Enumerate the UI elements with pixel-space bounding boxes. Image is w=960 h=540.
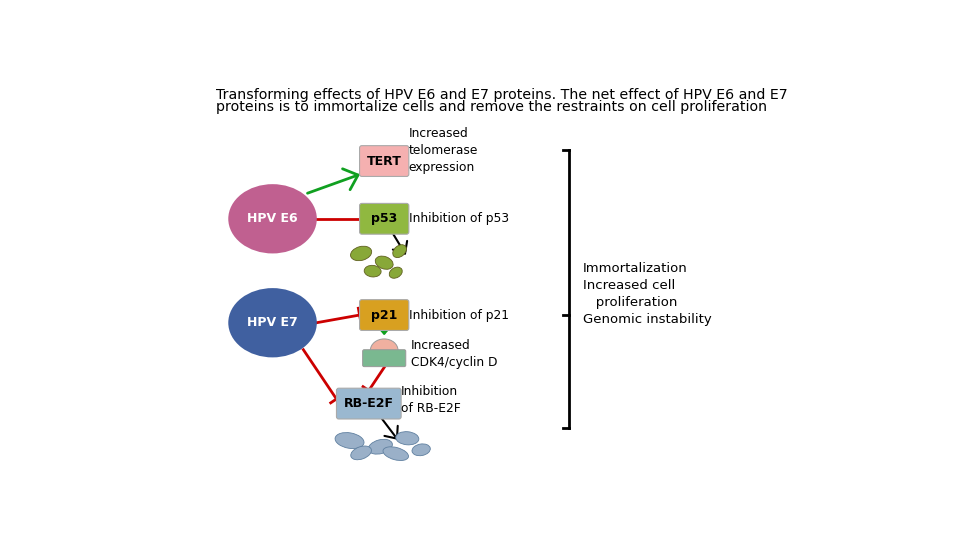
Ellipse shape bbox=[375, 256, 394, 269]
Text: Increased cell: Increased cell bbox=[583, 279, 675, 292]
Ellipse shape bbox=[396, 431, 419, 445]
Text: HPV E6: HPV E6 bbox=[248, 212, 298, 225]
FancyBboxPatch shape bbox=[336, 388, 401, 419]
Text: Inhibition
of RB-E2F: Inhibition of RB-E2F bbox=[401, 384, 461, 415]
Text: Transforming effects of HPV E6 and E7 proteins. The net effect of HPV E6 and E7: Transforming effects of HPV E6 and E7 pr… bbox=[216, 88, 788, 102]
Text: Increased
telomerase
expression: Increased telomerase expression bbox=[409, 127, 478, 174]
Text: Inhibition of p21: Inhibition of p21 bbox=[409, 308, 509, 321]
Ellipse shape bbox=[364, 265, 381, 277]
Text: RB-E2F: RB-E2F bbox=[344, 397, 394, 410]
Text: HPV E7: HPV E7 bbox=[247, 316, 298, 329]
Ellipse shape bbox=[350, 246, 372, 261]
Text: Increased
CDK4/cyclin D: Increased CDK4/cyclin D bbox=[411, 339, 497, 368]
Text: proteins is to immortalize cells and remove the restraints on cell proliferation: proteins is to immortalize cells and rem… bbox=[216, 100, 767, 114]
FancyBboxPatch shape bbox=[360, 204, 409, 234]
Text: Genomic instability: Genomic instability bbox=[583, 313, 711, 326]
Text: Inhibition of p53: Inhibition of p53 bbox=[409, 212, 509, 225]
Ellipse shape bbox=[389, 267, 402, 278]
Ellipse shape bbox=[412, 444, 430, 456]
Ellipse shape bbox=[228, 184, 317, 253]
Ellipse shape bbox=[393, 245, 406, 258]
Ellipse shape bbox=[228, 288, 317, 357]
FancyBboxPatch shape bbox=[360, 300, 409, 330]
Ellipse shape bbox=[371, 339, 398, 362]
Text: TERT: TERT bbox=[367, 154, 401, 167]
Text: Immortalization: Immortalization bbox=[583, 262, 687, 275]
Ellipse shape bbox=[369, 440, 393, 454]
Ellipse shape bbox=[383, 447, 409, 461]
FancyBboxPatch shape bbox=[360, 146, 409, 177]
FancyBboxPatch shape bbox=[363, 350, 406, 367]
Ellipse shape bbox=[335, 433, 364, 449]
Text: p53: p53 bbox=[372, 212, 397, 225]
Text: proliferation: proliferation bbox=[583, 296, 677, 309]
Ellipse shape bbox=[350, 446, 372, 460]
Text: p21: p21 bbox=[371, 308, 397, 321]
